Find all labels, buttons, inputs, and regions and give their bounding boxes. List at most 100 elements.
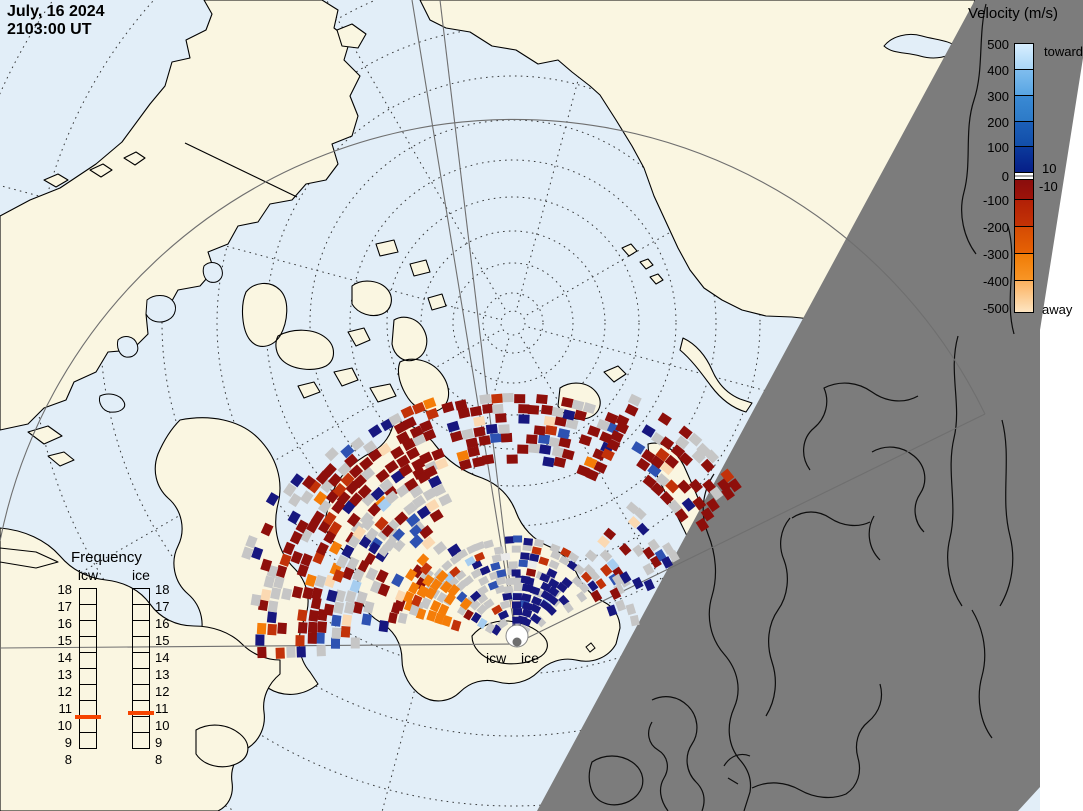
echo-cell-ne_arc2 [657,412,672,426]
echo-cell-navy_wedge [548,578,560,589]
graticule-radial [526,18,1040,316]
echo-cell-orange_cluster [394,589,407,603]
coast-denmark [723,753,751,785]
echo-cell-nw_outer [400,405,415,419]
echo-cell-nw_outer [295,519,309,534]
echo-cell-ne_arc2 [700,507,715,522]
echo-cell-ne_arc2 [692,496,707,511]
echo-cell-nw_outer [375,468,390,483]
echo-cell-ne_arc1 [562,409,576,421]
echo-cell-orange_cluster [405,568,418,582]
echo-cell-ne_arc1 [491,393,503,404]
echo-cell-nw_outer [296,563,309,578]
echo-cell-ne_arc1 [558,436,572,449]
echo-cell-near_fan [518,559,528,568]
echo-cell-nw_outer [275,647,285,659]
echo-cell-navy_wedge [529,603,542,614]
echo-cell-nw_mid [365,567,379,582]
echo-cell-nw_outer [267,600,279,613]
echo-cell-near_fan [476,592,489,605]
echo-cell-s_scatter [397,612,408,625]
echo-cell-orange_cluster [407,581,420,595]
fov-edge-east [516,413,986,644]
land-details [99,33,959,653]
echo-cell-nw_mid [352,525,367,540]
graticule-circle [265,75,761,571]
echo-cell-navy_wedge [521,601,533,611]
echo-cell-ne_arc1 [514,394,526,404]
echo-cell-s_scatter [390,602,402,615]
echo-cell-nw_outer [282,541,296,556]
echo-cell-nw_outer [328,521,342,536]
echo-cell-orange_cluster [408,604,420,617]
echo-cell-nw_mid [352,601,364,615]
echo-cell-e_patch [642,562,655,576]
echo-cell-navy_wedge [547,586,560,597]
echo-cell-nw_outer [370,486,385,501]
echo-cell-nw_outer [362,440,377,454]
echo-cell-nw_outer [263,575,275,589]
echo-cell-ne_arc1 [502,392,514,403]
echo-cell-ne_arc1 [587,425,601,438]
echo-cell-nw_mid [331,627,342,640]
echo-cell-s_scatter [364,552,377,566]
echo-cell-orange_cluster [459,597,473,611]
echo-cell-ne_arc1 [539,444,552,455]
timestamp-block: July, 16 2024 2103:00 UT [7,3,105,39]
echo-cell-ne_arc1 [578,434,593,447]
echo-cell-nw_outer [368,424,383,438]
echo-cell-nw_outer [336,491,351,506]
night-terminator-shade [537,0,1083,811]
echo-cell-ne_arc2 [696,442,711,457]
echo-cell-se_scatter [590,589,603,603]
echo-cell-e_patch [647,538,660,552]
echo-cell-ne_arc2 [678,425,693,440]
echo-cell-ne_arc2 [650,482,665,497]
echo-cell-nw_outer [409,425,424,439]
night-coastlines [588,3,1015,811]
echo-cell-ne_arc1 [479,393,492,405]
echo-cell-ne_arc1 [553,456,567,468]
echo-cell-ne_arc1 [573,409,587,422]
land-franz-josef [621,243,664,285]
echo-cell-near_fan [571,575,583,588]
echo-cell-ne_arc1 [565,418,579,430]
echo-cell-near_fan [462,575,474,587]
echo-cell-nw_outer [350,437,365,451]
echo-cell-s_scatter [417,585,430,599]
echo-cell-near_fan [520,552,530,560]
echo-cell-nw_outer [412,466,427,481]
echo-cell-ne_arc2 [631,441,646,455]
echo-cell-nw_outer [307,632,317,644]
echo-cell-nw_outer [346,512,361,528]
echo-cell-ne_arc1 [525,434,538,445]
site-label-icw: icw [486,650,507,666]
graticule-radial [520,336,796,811]
echo-cell-nw_outer [340,444,355,459]
echo-cell-near_fan [469,599,481,611]
echo-cell-ne_arc1 [518,404,530,414]
echo-cell-nw_outer [341,500,356,515]
echo-cell-nw_outer [412,401,426,415]
echo-cell-nw_outer [306,519,320,534]
echo-cell-nw_outer [393,421,408,435]
echo-cell-ne_arc1 [489,432,502,444]
echo-cell-ne_arc1 [544,424,558,436]
echo-cell-nw_outer [299,490,314,505]
echo-cell-nw_fringe [288,493,302,508]
echo-cell-navy_wedge [511,569,521,577]
echo-cell-nw_mid [432,483,447,497]
echo-cell-se_scatter [611,573,625,587]
echo-cell-nw_mid [416,505,431,520]
echo-cell-near_fan [484,622,496,634]
echo-cell-ne_arc2 [650,455,665,470]
echo-cell-nw_mid [352,568,365,583]
echo-cell-nw_fringe [241,546,254,560]
echo-cell-nw_outer [308,609,319,622]
graticule-circle [349,159,677,487]
echo-cell-ne_arc1 [485,423,498,435]
echo-cell-nw_outer [348,492,363,507]
echo-cell-navy_wedge [513,584,523,592]
echo-cell-nw_outer [390,445,405,460]
echo-cell-ne_arc2 [664,454,679,469]
